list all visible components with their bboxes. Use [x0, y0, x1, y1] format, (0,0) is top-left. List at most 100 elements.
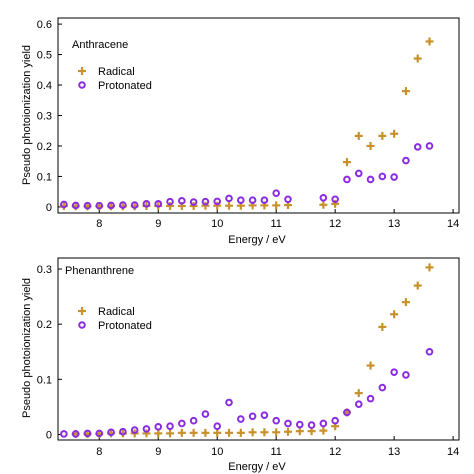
data-point-protonated	[119, 427, 127, 436]
x-tick-label: 13	[388, 446, 400, 458]
x-tick-label: 11	[270, 446, 281, 458]
y-tick-label: 0.4	[37, 80, 52, 92]
legend-label-protonated-1: Protonated	[98, 80, 152, 92]
data-point-protonated	[119, 201, 127, 209]
x-tick-label: 12	[329, 446, 341, 458]
data-point-protonated	[237, 415, 245, 423]
x-tick-label: 10	[211, 218, 223, 230]
legend-plus-marker	[78, 307, 86, 315]
data-point-radical	[378, 322, 387, 331]
legend-label-radical-1: Radical	[98, 66, 135, 78]
data-point-radical	[189, 201, 198, 210]
data-point-radical	[378, 131, 387, 140]
plot-area-2	[57, 257, 460, 441]
x-tick-label: 8	[96, 218, 102, 230]
data-point-protonated	[166, 422, 174, 431]
data-point-protonated	[71, 430, 80, 438]
data-point-radical	[154, 429, 163, 438]
axis-ticks-2: 8 9 10 11 12 13 14 0 0.1 0.2 0.3	[37, 264, 460, 458]
series-protonated	[60, 142, 434, 210]
data-point-radical	[366, 361, 375, 370]
data-point-radical	[366, 141, 375, 150]
data-point-protonated	[154, 200, 163, 208]
chart-panel-phenanthrene: Phenanthrene Radical Protonated 8 9 10 11 12…	[21, 257, 460, 473]
data-point-protonated	[178, 419, 186, 428]
legend-marker-radical-2	[78, 307, 86, 315]
data-point-radical	[166, 201, 175, 210]
data-point-protonated	[260, 411, 269, 419]
data-point-radical	[272, 201, 281, 210]
data-point-protonated	[378, 172, 387, 181]
data-point-protonated	[284, 419, 292, 428]
data-point-protonated	[213, 422, 222, 431]
panel-title-1: Anthracene	[72, 39, 128, 51]
legend-plus-marker	[78, 67, 86, 75]
data-point-protonated	[425, 142, 434, 150]
data-point-protonated	[378, 383, 387, 392]
legend-circle-marker	[78, 81, 86, 89]
legend-label-radical-2: Radical	[98, 306, 135, 318]
data-point-radical	[413, 281, 422, 290]
data-point-protonated	[413, 143, 422, 151]
data-point-protonated	[60, 430, 68, 438]
data-point-radical	[189, 428, 198, 437]
data-point-protonated	[189, 416, 198, 425]
data-point-radical	[142, 429, 151, 438]
data-point-radical	[413, 54, 422, 63]
data-point-protonated	[142, 425, 151, 433]
data-point-protonated	[307, 421, 316, 429]
x-tick-label: 11	[270, 218, 281, 230]
data-point-protonated	[130, 201, 139, 209]
data-point-radical	[236, 428, 245, 437]
data-point-protonated	[354, 400, 363, 408]
data-point-protonated	[130, 426, 139, 434]
data-point-protonated	[83, 201, 92, 210]
data-point-radical	[354, 131, 363, 140]
data-point-protonated	[154, 422, 163, 431]
data-point-protonated	[331, 416, 339, 425]
series-protonated	[60, 347, 434, 438]
data-point-radical	[213, 201, 222, 210]
data-point-radical	[225, 428, 234, 437]
data-point-radical	[177, 428, 186, 437]
data-point-protonated	[425, 347, 434, 356]
data-point-radical	[201, 201, 210, 210]
y-tick-label: 0.3	[37, 264, 52, 276]
x-tick-label: 14	[447, 446, 459, 458]
data-point-protonated	[272, 416, 280, 425]
data-point-radical	[295, 427, 304, 436]
y-tick-label: 0	[46, 429, 52, 441]
data-point-protonated	[366, 175, 375, 184]
x-tick-label: 9	[155, 446, 161, 458]
data-point-protonated	[248, 196, 257, 205]
data-point-radical	[319, 200, 328, 209]
data-points-2	[60, 263, 434, 438]
data-point-radical	[354, 389, 363, 398]
data-point-protonated	[366, 394, 375, 403]
x-tick-label: 13	[388, 218, 400, 230]
data-point-radical	[225, 201, 234, 210]
data-point-radical	[272, 428, 281, 437]
data-point-protonated	[142, 200, 151, 208]
legend-2: Radical Protonated	[78, 306, 152, 332]
data-point-protonated	[237, 196, 245, 205]
y-tick-label: 0.1	[37, 374, 52, 386]
data-point-protonated	[319, 193, 328, 202]
data-point-protonated	[201, 197, 210, 206]
data-point-radical	[425, 37, 434, 46]
data-point-protonated	[189, 198, 198, 206]
axis-ticks-1: 8 9 10 11 12 13 14 0 0.1 0.2 0.3 0.4 0.5 0.6	[37, 19, 460, 230]
data-point-protonated	[284, 195, 292, 204]
x-axis-label-2: Energy / eV	[228, 461, 286, 473]
chart-panel-anthracene: Anthracene Radical Protonated 8 9 10 11 12 13…	[21, 17, 460, 246]
data-point-protonated	[319, 419, 328, 428]
legend-marker-radical-1	[78, 67, 86, 75]
data-point-radical	[425, 263, 434, 272]
data-point-protonated	[60, 200, 68, 209]
data-point-protonated	[331, 195, 339, 204]
data-point-protonated	[402, 156, 410, 165]
legend-circle-marker	[78, 321, 86, 329]
data-point-protonated	[95, 429, 104, 438]
x-tick-label: 8	[96, 446, 102, 458]
